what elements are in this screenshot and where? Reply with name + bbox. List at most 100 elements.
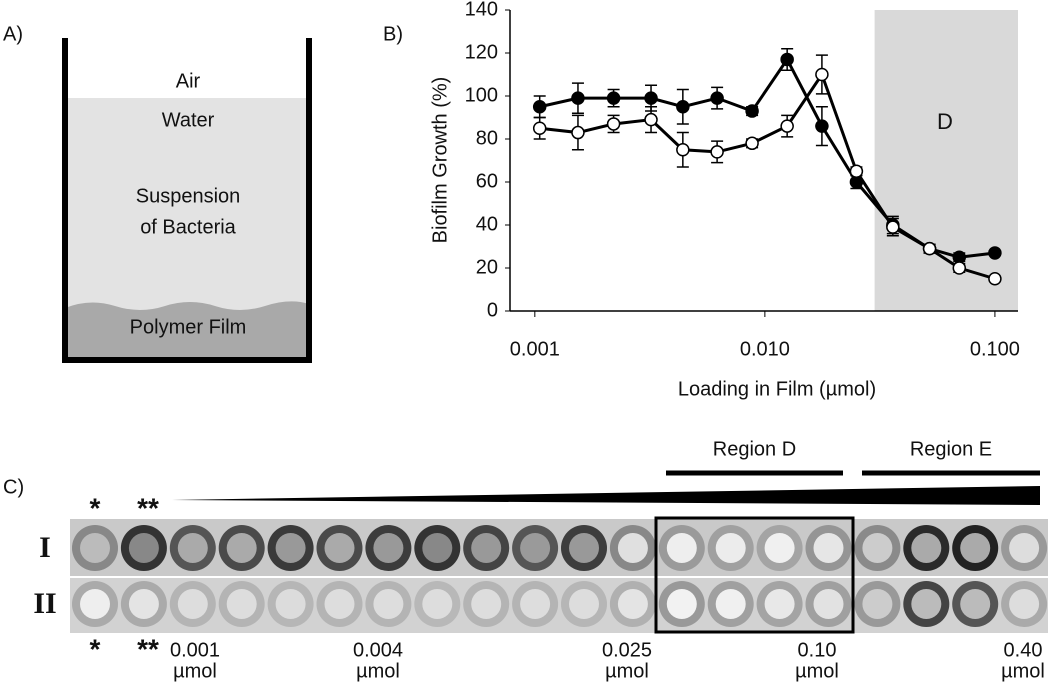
well-center: [520, 589, 551, 619]
region-label: D: [937, 109, 953, 134]
plate-strip: [70, 519, 1048, 576]
data-point: [849, 164, 864, 178]
y-tick-label: 140: [465, 0, 498, 20]
well-center: [177, 589, 208, 619]
well-label: 0.001: [170, 639, 220, 661]
data-point: [571, 125, 585, 140]
label-suspension: of Bacteria: [140, 216, 236, 238]
well-center: [911, 589, 942, 619]
data-point: [676, 143, 690, 157]
well-center: [862, 589, 893, 619]
row-label: II: [33, 587, 56, 620]
well-center: [275, 589, 306, 619]
y-tick-label: 40: [476, 213, 498, 235]
panel-label: A): [3, 23, 23, 45]
well-center: [471, 533, 502, 563]
data-point: [532, 100, 547, 114]
well-center: [422, 589, 453, 619]
data-point: [886, 220, 900, 234]
well-center: [569, 533, 599, 563]
well-center: [715, 533, 746, 563]
label-suspension: Suspension: [136, 185, 241, 207]
control-mark: **: [137, 492, 159, 523]
region-label: Region D: [713, 438, 796, 460]
well-center: [373, 533, 404, 563]
gradient-wedge: [172, 486, 1040, 505]
container: [62, 38, 312, 363]
data-point: [745, 136, 759, 151]
data-point: [710, 91, 724, 105]
well-center: [666, 589, 697, 619]
label-air: Air: [176, 70, 201, 92]
well-center: [324, 589, 355, 619]
y-tick-label: 60: [476, 170, 498, 192]
plate-strip: [70, 578, 1048, 633]
region-label: Region E: [910, 438, 992, 460]
well-center: [422, 533, 453, 563]
well-center: [1009, 533, 1040, 563]
y-tick-label: 20: [476, 256, 498, 278]
well-label: **: [137, 633, 159, 664]
shaded-region: [874, 10, 1018, 311]
data-point: [571, 91, 585, 105]
data-point: [606, 117, 621, 131]
y-tick-label: 100: [465, 84, 498, 106]
well-center: [764, 589, 795, 619]
well-center: [813, 533, 844, 563]
panel-label: C): [3, 476, 24, 498]
region-box: [654, 516, 855, 634]
well-center: [1009, 589, 1040, 619]
well-center: [960, 533, 991, 563]
data-point: [780, 119, 794, 133]
x-tick-label: 0.001: [510, 338, 560, 360]
well-center: [128, 533, 159, 563]
data-point: [676, 100, 690, 114]
data-point: [606, 91, 621, 105]
well-center: [911, 533, 942, 563]
label-water: Water: [162, 109, 215, 131]
data-point: [532, 121, 547, 135]
well-center: [617, 533, 648, 563]
data-point: [952, 261, 967, 275]
y-tick-label: 0: [487, 299, 498, 321]
y-tick-label: 80: [476, 127, 498, 149]
well-center: [862, 533, 893, 563]
well-label: µmol: [173, 660, 217, 682]
well-center: [666, 533, 697, 563]
well-center: [520, 533, 551, 563]
well-center: [813, 589, 844, 619]
well-label: µmol: [605, 660, 649, 682]
well-center: [226, 533, 257, 563]
well-center: [177, 533, 208, 563]
data-point: [710, 145, 724, 159]
well-center: [128, 589, 159, 619]
well-label: 0.025: [602, 639, 652, 661]
x-tick-label: 0.100: [970, 338, 1020, 360]
well-label: µmol: [356, 660, 400, 682]
data-point: [988, 272, 1002, 286]
well-label: *: [90, 633, 101, 664]
well-center: [960, 589, 991, 619]
data-point: [745, 104, 759, 118]
well-label: 0.40: [1004, 639, 1043, 661]
well-label: µmol: [795, 660, 839, 682]
panel-label: B): [383, 23, 403, 45]
polymer-film: [65, 301, 309, 358]
data-point: [922, 241, 937, 256]
x-axis-label: Loading in Film (µmol): [678, 378, 876, 400]
well-center: [373, 589, 404, 619]
data-point: [780, 52, 794, 67]
well-center: [569, 589, 599, 619]
well-center: [324, 533, 355, 563]
well-center: [80, 533, 110, 563]
label-film: Polymer Film: [130, 316, 247, 338]
x-tick-label: 0.010: [740, 338, 790, 360]
well-center: [226, 589, 257, 619]
y-axis-label: Biofilm Growth (%): [429, 77, 451, 244]
data-point: [815, 119, 829, 133]
data-point: [988, 246, 1002, 260]
data-point: [644, 112, 658, 127]
